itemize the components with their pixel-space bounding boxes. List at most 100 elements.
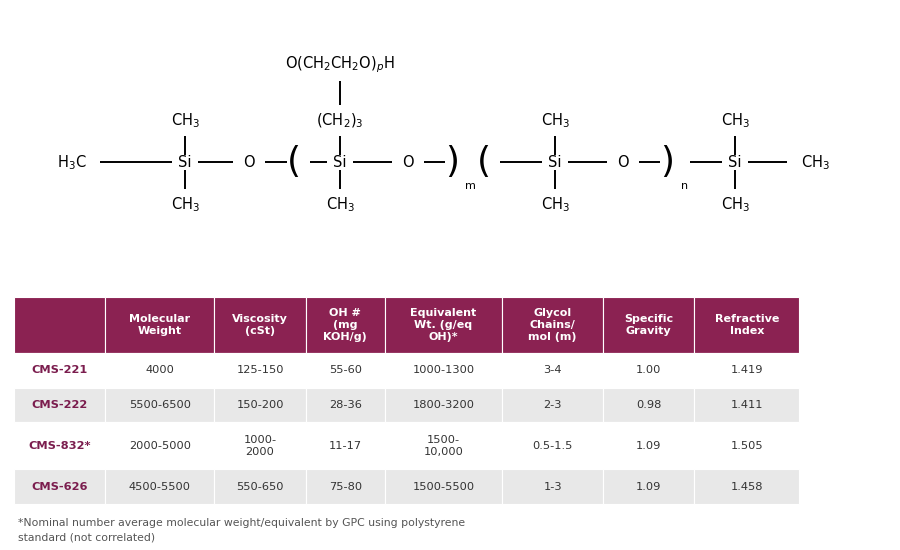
Bar	[306, 422, 384, 470]
Bar	[603, 353, 695, 388]
Text: CH$_3$: CH$_3$	[800, 153, 830, 172]
Text: 1.419: 1.419	[731, 365, 763, 375]
Text: CH$_3$: CH$_3$	[721, 195, 750, 214]
Text: 0.5-1.5: 0.5-1.5	[533, 441, 572, 451]
Text: CMS-222: CMS-222	[32, 400, 87, 410]
Text: 4500-5500: 4500-5500	[129, 482, 191, 492]
Bar	[14, 388, 105, 422]
Bar	[14, 297, 105, 353]
Text: CH$_3$: CH$_3$	[541, 111, 570, 130]
Bar	[384, 422, 502, 470]
Bar	[105, 422, 214, 470]
Text: 11-17: 11-17	[328, 441, 362, 451]
Text: CH$_3$: CH$_3$	[721, 111, 750, 130]
Bar	[105, 470, 214, 504]
Text: 1000-1300: 1000-1300	[412, 365, 474, 375]
Text: OH #
(mg
KOH/g): OH # (mg KOH/g)	[323, 308, 367, 342]
Text: O: O	[402, 155, 414, 170]
Text: 5500-6500: 5500-6500	[129, 400, 191, 410]
Text: 150-200: 150-200	[237, 400, 284, 410]
Bar	[384, 353, 502, 388]
Text: 0.98: 0.98	[636, 400, 662, 410]
Text: (: (	[287, 145, 302, 179]
Text: 1.458: 1.458	[731, 482, 763, 492]
Text: 1.09: 1.09	[636, 482, 662, 492]
Text: 1.09: 1.09	[636, 441, 662, 451]
Bar	[384, 470, 502, 504]
Text: CMS-221: CMS-221	[32, 365, 87, 375]
Text: Viscosity
(cSt): Viscosity (cSt)	[232, 314, 288, 336]
Bar	[384, 388, 502, 422]
Bar	[502, 297, 603, 353]
Bar	[695, 422, 799, 470]
Text: CH$_3$: CH$_3$	[326, 195, 355, 214]
Text: 1.505: 1.505	[731, 441, 763, 451]
Text: 125-150: 125-150	[237, 365, 284, 375]
Text: CMS-626: CMS-626	[32, 482, 87, 492]
Text: CH$_3$: CH$_3$	[170, 111, 200, 130]
Text: 3-4: 3-4	[544, 365, 562, 375]
Text: 75-80: 75-80	[328, 482, 362, 492]
Text: m: m	[464, 181, 475, 191]
Text: *Nominal number average molecular weight/equivalent by GPC using polystyrene
sta: *Nominal number average molecular weight…	[18, 518, 465, 542]
Bar	[502, 422, 603, 470]
Text: 1.00: 1.00	[636, 365, 662, 375]
Bar	[502, 470, 603, 504]
Text: Si: Si	[728, 155, 742, 170]
Text: 55-60: 55-60	[328, 365, 362, 375]
Text: Equivalent
Wt. (g/eq
OH)*: Equivalent Wt. (g/eq OH)*	[410, 308, 477, 342]
Text: O: O	[617, 155, 629, 170]
Bar	[14, 422, 105, 470]
Bar	[105, 388, 214, 422]
Bar	[502, 353, 603, 388]
Bar	[14, 470, 105, 504]
Text: Si: Si	[178, 155, 192, 170]
Bar	[14, 353, 105, 388]
Bar	[105, 353, 214, 388]
Bar	[603, 388, 695, 422]
Text: 1500-5500: 1500-5500	[412, 482, 474, 492]
Text: 1-3: 1-3	[544, 482, 562, 492]
Text: 1800-3200: 1800-3200	[412, 400, 474, 410]
Text: Specific
Gravity: Specific Gravity	[624, 314, 673, 336]
Text: 2-3: 2-3	[544, 400, 562, 410]
Bar	[306, 297, 384, 353]
Text: Glycol
Chains/
mol (m): Glycol Chains/ mol (m)	[528, 308, 577, 342]
Text: (CH$_2$)$_3$: (CH$_2$)$_3$	[316, 111, 364, 130]
Text: CH$_3$: CH$_3$	[170, 195, 200, 214]
Text: 1000-
2000: 1000- 2000	[244, 435, 276, 457]
Bar	[306, 470, 384, 504]
Bar	[695, 297, 799, 353]
Bar	[695, 353, 799, 388]
Bar	[306, 388, 384, 422]
Text: (: (	[477, 145, 491, 179]
Bar	[214, 353, 306, 388]
Bar	[603, 297, 695, 353]
Text: Si: Si	[333, 155, 346, 170]
Text: Refractive
Index: Refractive Index	[715, 314, 779, 336]
Bar	[306, 353, 384, 388]
Bar	[105, 297, 214, 353]
Bar	[603, 470, 695, 504]
Text: ): )	[445, 145, 459, 179]
Bar	[214, 297, 306, 353]
Bar	[214, 422, 306, 470]
Text: 28-36: 28-36	[328, 400, 362, 410]
Bar	[603, 422, 695, 470]
Text: Si: Si	[548, 155, 562, 170]
Text: 1.411: 1.411	[731, 400, 763, 410]
Bar	[502, 388, 603, 422]
Text: ): )	[660, 145, 674, 179]
Text: CH$_3$: CH$_3$	[541, 195, 570, 214]
Text: O: O	[243, 155, 255, 170]
Bar	[384, 297, 502, 353]
Text: Molecular
Weight: Molecular Weight	[130, 314, 190, 336]
Text: 550-650: 550-650	[237, 482, 284, 492]
Text: n: n	[681, 181, 688, 191]
Text: CMS-832*: CMS-832*	[28, 441, 91, 451]
Text: 1500-
10,000: 1500- 10,000	[424, 435, 464, 457]
Bar	[695, 470, 799, 504]
Text: O(CH$_2$CH$_2$O)$_p$H: O(CH$_2$CH$_2$O)$_p$H	[285, 54, 395, 75]
Text: 4000: 4000	[145, 365, 175, 375]
Bar	[695, 388, 799, 422]
